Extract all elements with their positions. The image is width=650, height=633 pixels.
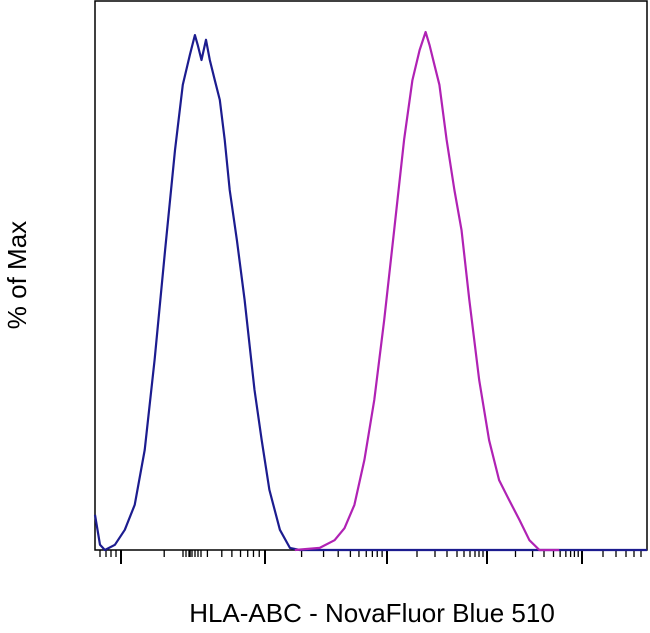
histogram-line (294, 30, 560, 552)
x-axis-label: HLA-ABC - NovaFluor Blue 510 (189, 598, 555, 628)
y-axis-label: % of Max (2, 221, 32, 329)
plot-frame (94, 0, 648, 551)
histogram-line (93, 34, 647, 552)
